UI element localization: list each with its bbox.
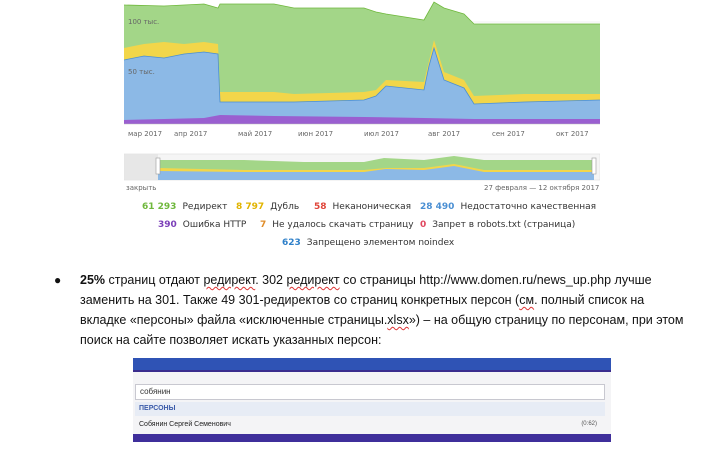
site-search-result-meta: (0:62) [581,421,597,427]
legend-value: 61 293 [142,202,177,212]
legend-value: 623 [282,238,301,248]
legend-item-redirect[interactable]: 61 293 Редирект [142,202,227,212]
navigator-close-label[interactable]: закрыть [126,184,156,192]
legend-item-robots[interactable]: 0 Запрет в robots.txt (страница) [420,220,575,230]
legend-value: 0 [420,220,427,230]
bold-percent: 25% [80,273,106,287]
text-run: . 302 [255,273,287,287]
paragraph-text: 25% страниц отдают редирект. 302 редирек… [80,270,692,350]
legend-label: Редирект [182,202,228,212]
x-tick-label: июн 2017 [298,130,333,138]
x-tick-label: апр 2017 [174,130,207,138]
series-redirect-line [124,1,600,25]
text-run: ») – на общую страницу по персонам, при … [80,313,684,347]
legend-value: 58 [314,202,327,212]
y-tick-label: 50 тыс. [128,68,155,76]
legend-label: Недостаточно качественная [460,202,597,212]
legend-item-duplicate[interactable]: 8 797 Дубль [236,202,299,212]
text-run: страниц отдают [105,273,204,287]
site-banner [133,434,611,442]
spellcheck-word: см [519,293,535,307]
legend-value: 28 490 [420,202,455,212]
spellcheck-word: редирект [286,273,340,287]
bullet-marker: ● [54,273,62,287]
navigator-handle-left[interactable] [155,157,161,175]
series-lowquality-line [124,46,600,105]
legend-item-noindex[interactable]: 623 Запрещено элементом noindex [282,238,454,248]
embedded-site-screenshot: собянин ПЕРСОНЫ Собянин Сергей Семенович… [133,358,611,442]
text-run: . полный список на вкладке «персоны» фай… [80,293,645,327]
site-search-result-name: Собянин Сергей Семенович [139,421,231,428]
legend-label: Запрещено элементом noindex [306,238,455,248]
legend-item-noncanonical[interactable]: 58 Неканоническая [314,202,411,212]
x-tick-label: июл 2017 [364,130,399,138]
series-lowquality-area [124,48,600,124]
area-chart: 100 тыс. 50 тыс. мар 2017 апр 2017 май 2… [124,0,600,138]
x-tick-label: сен 2017 [492,130,525,138]
site-search-section-header: ПЕРСОНЫ [135,402,605,416]
text-run: со страницы http://www.domen.ru/news_up.… [80,273,652,307]
navigator-chart[interactable]: закрыть 27 февраля — 12 октября 2017 [124,150,600,194]
site-search-input[interactable]: собянин [135,384,605,400]
x-tick-label: окт 2017 [556,130,589,138]
legend-value: 390 [158,220,177,230]
legend-item-http-error[interactable]: 390 Ошибка HTTP [158,220,246,230]
legend-item-download-failed[interactable]: 7 Не удалось скачать страницу [260,220,414,230]
site-search-result[interactable]: Собянин Сергей Семенович (0:62) [135,418,605,432]
site-search-panel: собянин ПЕРСОНЫ Собянин Сергей Семенович… [133,372,611,442]
legend-label: Дубль [270,202,300,212]
navigator-date-range: 27 февраля — 12 октября 2017 [484,184,599,192]
legend-item-lowquality[interactable]: 28 490 Недостаточно качественная [420,202,596,212]
x-tick-label: май 2017 [238,130,272,138]
spellcheck-word: xlsx [387,313,409,327]
legend-label: Запрет в robots.txt (страница) [432,220,576,230]
series-noindex-area [124,115,600,124]
legend-label: Неканоническая [332,202,412,212]
spellcheck-word: редирект [203,273,256,287]
x-tick-label: мар 2017 [128,130,162,138]
site-nav-bar [133,358,611,370]
navigator-mask-left [124,154,158,180]
navigator-blue [158,166,594,180]
legend-label: Ошибка HTTP [182,220,247,230]
y-tick-label: 100 тыс. [128,18,159,26]
legend-value: 8 797 [236,202,265,212]
legend-label: Не удалось скачать страницу [272,220,414,230]
x-tick-label: авг 2017 [428,130,460,138]
navigator-handle-right[interactable] [591,157,597,175]
legend-value: 7 [260,220,267,230]
